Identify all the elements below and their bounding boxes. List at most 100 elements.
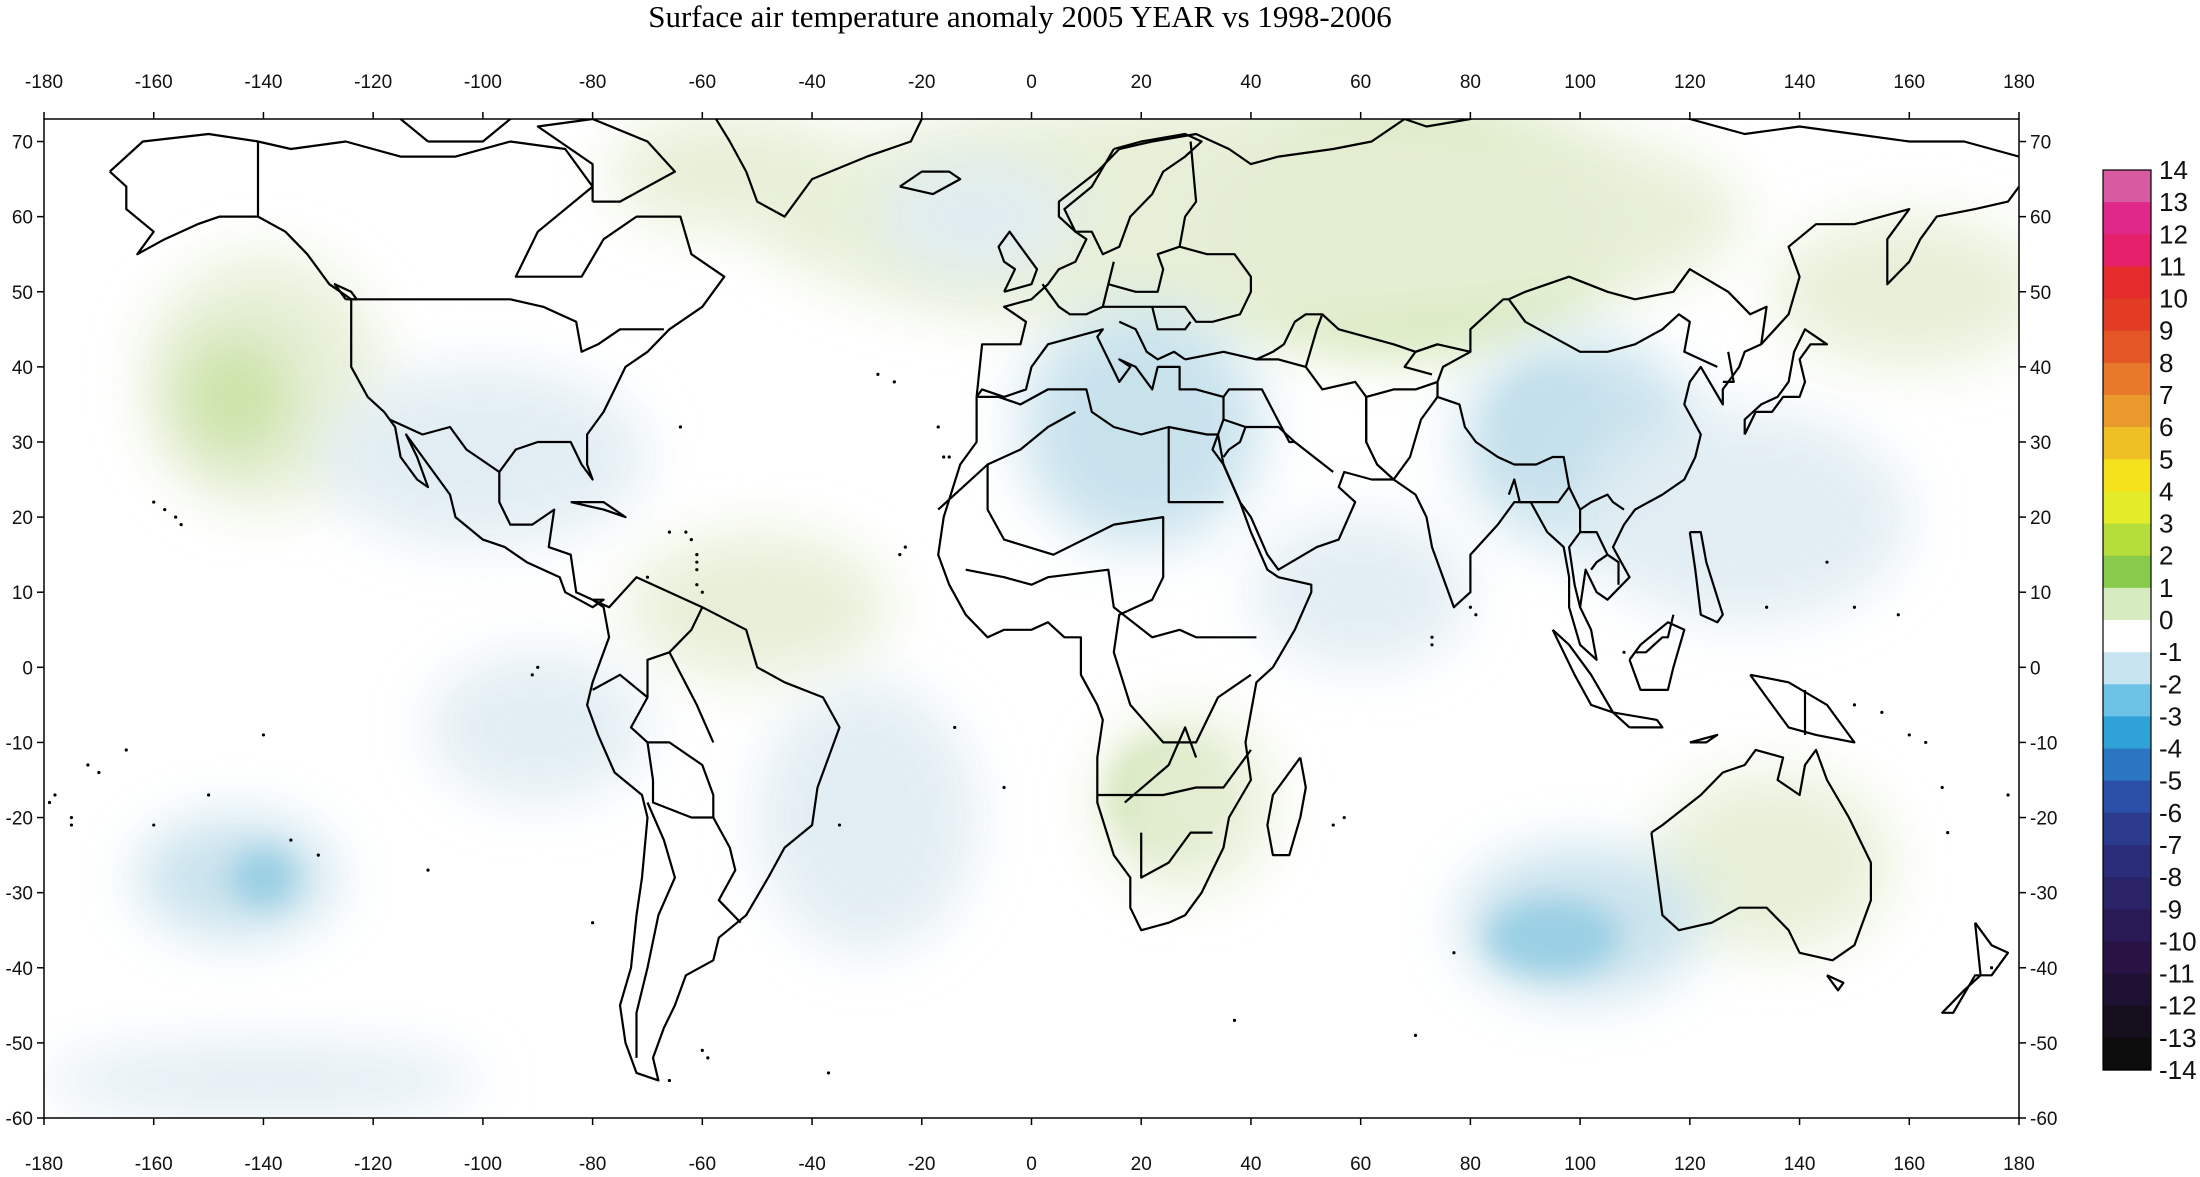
coastline-path — [1650, 748, 1872, 962]
colorbar-swatch — [2103, 298, 2151, 332]
colorbar-swatch — [2103, 877, 2151, 910]
coastline-path — [1167, 427, 1224, 504]
anomaly-region — [757, 682, 977, 953]
colorbar-label: 3 — [2159, 509, 2173, 539]
island-dot — [942, 455, 946, 459]
coastline-path — [1255, 313, 1324, 368]
coastline-path — [714, 119, 923, 218]
y-tick-label-right: -20 — [2030, 809, 2057, 830]
x-tick-label-bottom: -40 — [798, 1154, 825, 1175]
coastline-path — [1266, 756, 1307, 857]
colorbar-label: -2 — [2159, 669, 2182, 699]
colorbar-label: 1 — [2159, 573, 2173, 603]
island-dot — [591, 921, 595, 925]
coastline-path — [635, 802, 676, 1058]
colorbar-label: 7 — [2159, 380, 2173, 410]
coastline-path — [1826, 974, 1845, 992]
coastline-path — [1579, 509, 1620, 585]
colorbar-label: 12 — [2159, 219, 2188, 249]
coastline-path — [997, 230, 1039, 293]
axis-ticks: -180-180-160-160-140-140-120-120-100-100… — [6, 72, 2058, 1175]
plot-area — [43, 118, 2020, 1119]
island-dot — [206, 793, 211, 797]
anomaly-region — [877, 156, 1076, 277]
y-tick-label-left: 50 — [12, 283, 33, 304]
x-tick-label-bottom: -60 — [689, 1154, 716, 1175]
coastline-path — [965, 568, 1257, 639]
island-dot — [892, 380, 896, 384]
colorbar-swatch — [2103, 555, 2151, 589]
colorbar-swatch — [2103, 748, 2151, 782]
coastline-path — [1063, 132, 1203, 256]
colorbar-label: -9 — [2159, 894, 2182, 924]
x-tick-label-bottom: 40 — [1240, 1154, 1261, 1175]
colorbar-label: -10 — [2159, 926, 2197, 956]
colorbar-swatch — [2103, 587, 2151, 621]
y-tick-label-left: -40 — [6, 959, 33, 980]
island-dot — [903, 545, 907, 549]
island-dot — [97, 770, 101, 775]
x-tick-label-bottom: -160 — [135, 1154, 173, 1175]
colorbar-label: 6 — [2159, 412, 2173, 442]
colorbar-swatch — [2103, 812, 2151, 846]
colorbar-swatch — [2103, 330, 2151, 364]
island-dot — [706, 1056, 710, 1060]
x-tick-label-bottom: 60 — [1350, 1154, 1371, 1175]
coastline-path — [1689, 733, 1719, 744]
island-dot — [1852, 605, 1857, 609]
island-dot — [953, 725, 957, 730]
x-tick-label-bottom: 120 — [1674, 1154, 1706, 1175]
x-tick-label-top: -140 — [244, 72, 282, 93]
colorbar-label: -1 — [2159, 637, 2182, 667]
island-dot — [1765, 605, 1769, 609]
x-tick-label-bottom: -140 — [244, 1154, 282, 1175]
anomaly-field — [44, 119, 2019, 1118]
x-tick-label-bottom: -180 — [25, 1154, 63, 1175]
island-dot — [179, 523, 183, 527]
island-dot — [667, 1078, 672, 1083]
y-tick-label-right: 60 — [2030, 208, 2051, 229]
island-dot — [1852, 703, 1857, 707]
island-dot — [936, 425, 940, 429]
x-tick-label-top: -40 — [798, 72, 825, 93]
island-dot — [1989, 966, 1994, 970]
colorbar-swatch — [2103, 491, 2151, 525]
anomaly-region — [428, 652, 648, 803]
colorbar-swatch — [2103, 427, 2151, 460]
colorbar-label: 10 — [2159, 284, 2188, 314]
anomaly-region — [230, 847, 297, 908]
x-tick-label-bottom: -120 — [354, 1154, 392, 1175]
island-dot — [1430, 635, 1434, 639]
anomaly-region — [1651, 772, 1893, 953]
coastline-path — [1152, 245, 1252, 323]
colorbar-swatch — [2103, 620, 2151, 653]
island-dot — [1880, 710, 1884, 714]
x-tick-label-top: 140 — [1784, 72, 1816, 93]
y-tick-label-right: -50 — [2030, 1034, 2057, 1055]
island-dot — [898, 553, 902, 557]
y-tick-label-right: -30 — [2030, 884, 2057, 905]
coastline-path — [1108, 141, 1198, 293]
island-dot — [700, 1048, 704, 1052]
island-dot — [69, 815, 74, 820]
island-dot — [152, 500, 156, 504]
coastline-path — [1743, 328, 1829, 435]
coastline-path — [1222, 388, 1334, 473]
x-tick-label-top: -120 — [354, 72, 392, 93]
coastline-path — [389, 418, 500, 473]
x-tick-label-bottom: 140 — [1784, 1154, 1816, 1175]
island-dot — [1452, 951, 1456, 955]
coastline-path — [399, 119, 512, 143]
island-dot — [1468, 605, 1472, 609]
island-dot — [678, 425, 682, 429]
island-dot — [2006, 793, 2010, 797]
coastlines — [109, 119, 2019, 1082]
colorbar-label: 11 — [2159, 251, 2186, 281]
coastline-path — [629, 606, 742, 924]
colorbar-label: 4 — [2159, 476, 2173, 506]
island-dot — [1946, 830, 1950, 835]
x-tick-label-bottom: 20 — [1131, 1154, 1152, 1175]
island-dot — [700, 590, 704, 594]
coastline-path — [975, 119, 2019, 398]
